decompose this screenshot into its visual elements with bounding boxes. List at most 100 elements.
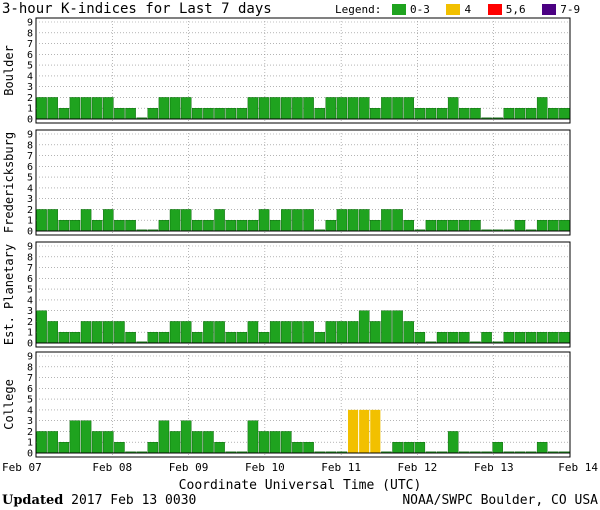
- bar-boulder: [358, 97, 370, 120]
- bar-est-planetary: [47, 321, 58, 344]
- bar-college: [370, 409, 381, 453]
- bar-college: [203, 431, 214, 454]
- bar-fredericksburg: [347, 209, 359, 232]
- bar-college: [359, 409, 370, 453]
- legend-label: Legend:: [335, 3, 382, 16]
- y-tick-label-est-planetary: 9: [27, 242, 33, 253]
- legend-swatch-0-3: [391, 4, 406, 15]
- y-tick-label-fredericksburg: 7: [27, 151, 33, 162]
- x-tick-label: Feb 10: [245, 461, 285, 474]
- bar-est-planetary: [514, 332, 526, 344]
- bar-boulder: [114, 108, 125, 120]
- bar-boulder: [503, 108, 515, 120]
- bar-est-planetary: [158, 332, 170, 344]
- bar-boulder: [36, 97, 47, 120]
- bar-fredericksburg: [303, 209, 314, 232]
- y-tick-label-est-planetary: 1: [27, 328, 33, 339]
- legend-swatch-4: [446, 4, 461, 15]
- bar-boulder: [536, 97, 548, 120]
- bar-est-planetary: [214, 321, 225, 344]
- bar-fredericksburg: [548, 220, 559, 232]
- bar-college: [414, 442, 426, 454]
- bar-college: [158, 420, 170, 454]
- legend-item-5-6: 5,6: [484, 3, 526, 16]
- bar-boulder: [447, 97, 459, 120]
- updated-stamp: Updated 2017 Feb 13 0030: [2, 493, 196, 508]
- bar-boulder: [103, 97, 114, 120]
- y-tick-label-boulder: 4: [27, 71, 33, 82]
- station-label-boulder: Boulder: [2, 45, 16, 96]
- bar-est-planetary: [314, 332, 325, 344]
- bar-est-planetary: [559, 332, 570, 344]
- bar-fredericksburg: [425, 220, 437, 232]
- bar-boulder: [169, 97, 181, 120]
- bar-college: [269, 431, 281, 454]
- y-tick-label-college: 0: [27, 449, 33, 460]
- bar-est-planetary: [180, 321, 192, 344]
- bar-boulder: [292, 97, 303, 120]
- bar-boulder: [192, 108, 203, 120]
- legend-swatch-5-6: [487, 4, 502, 15]
- x-tick-label: Feb 09: [169, 461, 209, 474]
- y-tick-label-college: 2: [27, 427, 33, 438]
- y-tick-label-est-planetary: 8: [27, 252, 33, 263]
- y-tick-label-college: 5: [27, 395, 33, 406]
- bar-fredericksburg: [358, 209, 370, 232]
- bar-est-planetary: [36, 310, 47, 344]
- y-tick-label-est-planetary: 6: [27, 274, 33, 285]
- y-tick-label-fredericksburg: 0: [27, 227, 33, 238]
- y-tick-label-college: 9: [27, 352, 33, 363]
- y-tick-label-est-planetary: 7: [27, 263, 33, 274]
- bar-est-planetary: [392, 310, 403, 344]
- bar-college: [392, 442, 403, 454]
- bar-boulder: [559, 108, 570, 120]
- bar-boulder: [414, 108, 426, 120]
- y-tick-label-est-planetary: 0: [27, 339, 33, 350]
- bar-fredericksburg: [192, 220, 203, 232]
- bar-est-planetary: [525, 332, 537, 344]
- bar-fredericksburg: [58, 220, 70, 232]
- bar-college: [80, 420, 92, 454]
- bar-college: [47, 431, 58, 454]
- bar-fredericksburg: [381, 209, 392, 232]
- y-tick-label-fredericksburg: 9: [27, 130, 33, 141]
- bar-boulder: [58, 108, 70, 120]
- bar-college: [292, 442, 303, 454]
- bar-est-planetary: [58, 332, 70, 344]
- bar-college: [169, 431, 181, 454]
- bar-college: [247, 420, 259, 454]
- bar-boulder: [91, 97, 103, 120]
- bar-fredericksburg: [392, 209, 403, 232]
- bar-fredericksburg: [370, 220, 381, 232]
- bar-boulder: [147, 108, 159, 120]
- bar-est-planetary: [347, 321, 359, 344]
- bar-college: [58, 442, 70, 454]
- bar-est-planetary: [169, 321, 181, 344]
- bar-boulder: [158, 97, 170, 120]
- bar-college: [114, 442, 125, 454]
- bar-est-planetary: [459, 332, 470, 344]
- bar-fredericksburg: [69, 220, 81, 232]
- bar-est-planetary: [325, 321, 337, 344]
- bar-est-planetary: [381, 310, 392, 344]
- bar-fredericksburg: [447, 220, 459, 232]
- updated-value: 2017 Feb 13 0030: [71, 493, 197, 508]
- bar-college: [492, 442, 503, 454]
- bar-boulder: [548, 108, 559, 120]
- bar-college: [147, 442, 159, 454]
- bar-fredericksburg: [470, 220, 481, 232]
- bar-fredericksburg: [47, 209, 58, 232]
- y-tick-label-fredericksburg: 6: [27, 162, 33, 173]
- bar-est-planetary: [269, 321, 281, 344]
- bar-boulder: [459, 108, 470, 120]
- bar-est-planetary: [125, 332, 136, 344]
- y-tick-label-boulder: 8: [27, 28, 33, 39]
- y-tick-label-est-planetary: 5: [27, 285, 33, 296]
- bar-boulder: [281, 97, 292, 120]
- bar-boulder: [325, 97, 337, 120]
- y-tick-label-est-planetary: 4: [27, 295, 33, 306]
- y-tick-label-boulder: 1: [27, 104, 33, 115]
- bar-college: [281, 431, 292, 454]
- bar-boulder: [370, 108, 381, 120]
- bar-est-planetary: [548, 332, 559, 344]
